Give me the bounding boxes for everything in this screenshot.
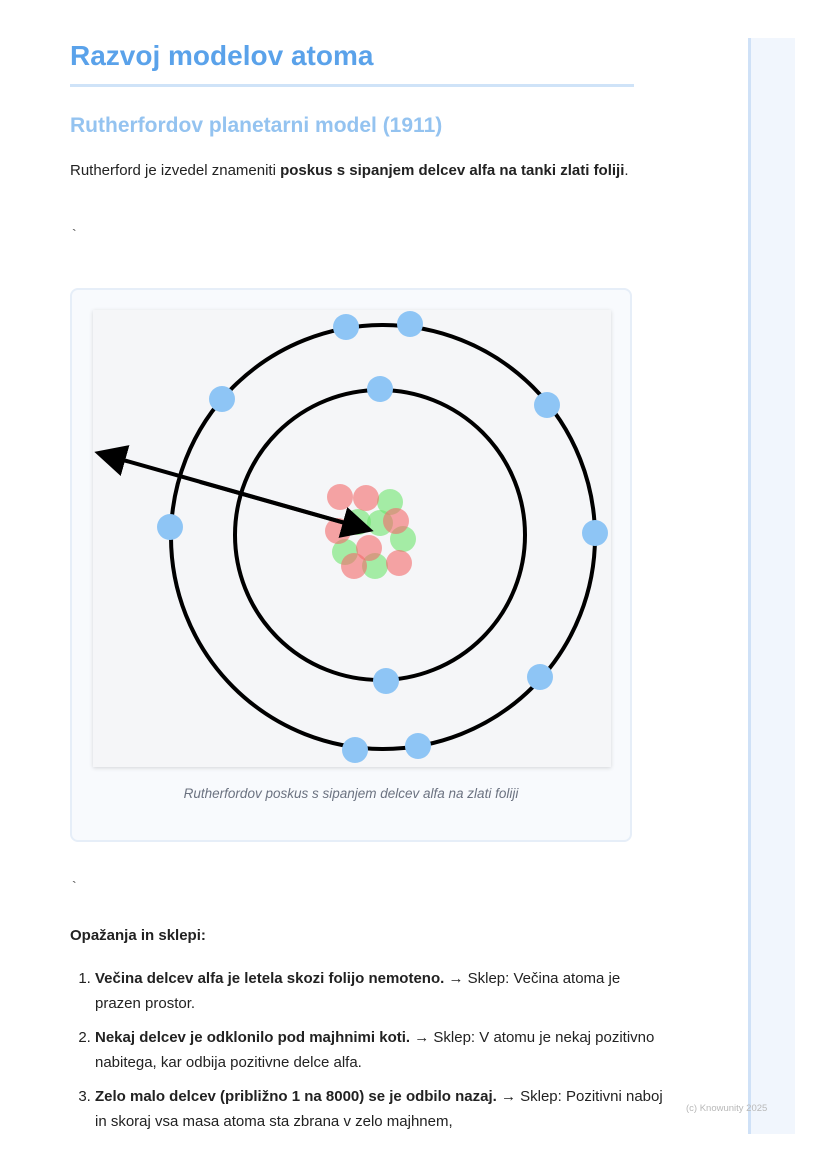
proton xyxy=(383,508,409,534)
page-title: Razvoj modelov atoma xyxy=(70,40,374,71)
electron xyxy=(373,668,399,694)
copyright: (c) Knowunity 2025 xyxy=(686,1103,768,1114)
nucleus xyxy=(325,484,416,579)
electron xyxy=(209,386,235,412)
item-text: → Sklep: Večina atoma je prazen prostor. xyxy=(95,970,621,1012)
electron xyxy=(333,314,359,340)
item-bold: Nekaj delcev je odklonilo pod majhnimi k… xyxy=(95,1029,411,1046)
list-item: Zelo malo delcev (približno 1 na 8000) s… xyxy=(95,1084,665,1134)
electron xyxy=(527,664,553,690)
intro-bold: poskus s sipanjem delcev alfa na tanki z… xyxy=(280,162,625,179)
electron xyxy=(342,737,368,763)
proton xyxy=(386,550,412,576)
electron xyxy=(157,514,183,540)
proton xyxy=(356,535,382,561)
electron xyxy=(534,392,560,418)
electrons xyxy=(157,311,608,763)
item-text: → Sklep: Pozitivni naboj in skoraj vsa m… xyxy=(95,1088,663,1130)
list-item: Večina delcev alfa je letela skozi folij… xyxy=(95,966,665,1016)
section-title: Rutherfordov planetarni model (1911) xyxy=(70,114,443,137)
proton xyxy=(341,553,367,579)
side-panel xyxy=(748,38,795,1134)
nucleus-arrow xyxy=(199,480,374,538)
item-bold: Zelo malo delcev (približno 1 na 8000) s… xyxy=(95,1088,497,1105)
stray-backtick: ` xyxy=(72,226,77,242)
proton xyxy=(353,485,379,511)
proton xyxy=(327,484,353,510)
item-bold: Večina delcev alfa je letela skozi folij… xyxy=(95,970,445,987)
electron xyxy=(582,520,608,546)
figure-caption: Rutherfordov poskus s sipanjem delcev al… xyxy=(183,786,519,801)
title-divider xyxy=(70,84,634,87)
observations-title: Opažanja in sklepi: xyxy=(70,927,206,944)
electron xyxy=(405,733,431,759)
electron xyxy=(367,376,393,402)
stray-backtick: ` xyxy=(72,878,77,894)
list-item: Nekaj delcev je odklonilo pod majhnimi k… xyxy=(95,1025,665,1075)
intro-paragraph: Rutherford je izvedel znameniti poskus s… xyxy=(70,157,640,184)
item-text: → Sklep: V atomu je nekaj pozitivno nabi… xyxy=(95,1029,655,1071)
intro-end: . xyxy=(624,162,629,179)
electron xyxy=(397,311,423,337)
intro-text: Rutherford je izvedel znameniti xyxy=(70,162,281,179)
observations-list: Večina delcev alfa je letela skozi folij… xyxy=(70,966,665,1143)
